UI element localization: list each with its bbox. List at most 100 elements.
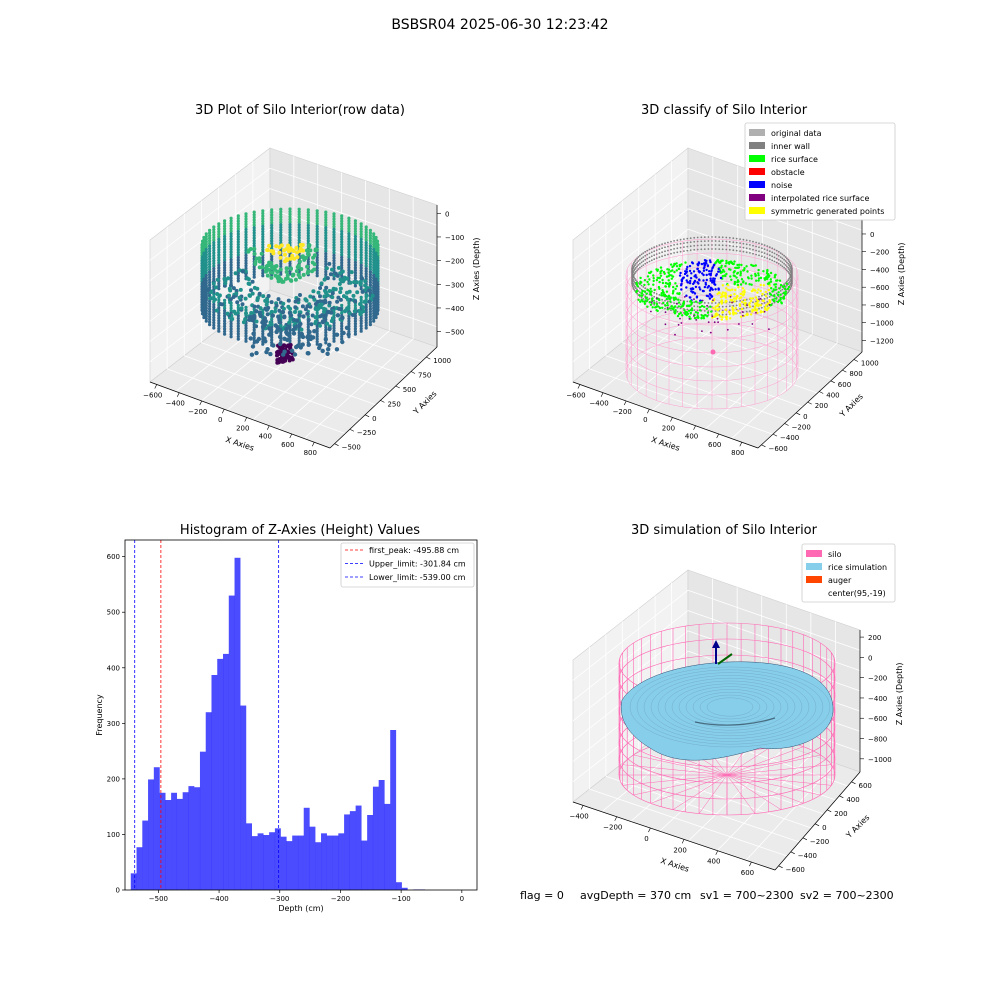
raw3d-data-point [372,271,376,275]
classify3d-data-point [687,309,691,312]
raw3d-data-point [208,312,212,316]
classify3d-inner-wall-point [714,236,717,238]
histogram-x-tick-label: −200 [331,895,350,903]
sim3d-x-tick-label: −200 [603,824,622,832]
raw3d-data-point [270,216,274,220]
raw3d-data-point [204,314,208,318]
classify3d-inner-wall-point [745,251,748,254]
classify3d-inner-wall-point [639,287,641,290]
figure-suptitle: BSBSR04 2025-06-30 12:23:42 [391,17,609,33]
classify3d-data-point [744,282,748,285]
histogram-bar [269,832,276,890]
raw3d-data-point [258,306,263,311]
raw3d-data-point [217,329,221,333]
raw3d-data-point [255,296,260,301]
raw3d-data-point [212,269,216,273]
classify3d-inner-wall-point [707,236,710,238]
sim3d-x-tick [580,805,584,810]
classify3d-inner-wall-point [718,306,721,308]
classify3d-data-point [720,300,724,303]
raw3d-data-point [223,234,227,239]
raw3d-data-point [244,235,248,239]
classify3d-data-point [653,288,656,292]
classify3d-data-point [637,298,640,301]
classify3d-inner-wall-point [696,244,699,247]
classify3d-data-point [672,285,675,289]
raw3d-data-point [359,258,363,262]
classify3d-floor-gridline [638,329,818,394]
classify3d-data-point [718,307,721,310]
raw3d-data-point [372,234,376,239]
raw3d-data-point [347,253,351,257]
raw3d-data-point [204,306,208,310]
classify3d-data-point [685,270,689,273]
raw3d-data-point [244,339,248,343]
classify3d-data-point [674,282,677,285]
raw3d-data-point [315,334,319,338]
raw3d-data-point [315,266,319,270]
raw3d-data-point [297,228,301,232]
classify3d-data-point [698,302,701,305]
raw3d-data-point [270,221,274,225]
raw3d-data-point [261,211,265,215]
raw3d-data-point [364,313,368,317]
classify3d-inner-wall-point [655,301,658,303]
classify3d-inner-wall-point [707,302,710,304]
classify3d-data-point [778,287,781,290]
raw3d-data-point [270,234,274,238]
classify3d-data-point [659,274,663,277]
classify3d-data-point [677,305,680,308]
classify3d-legend-label: original data [771,129,822,138]
raw3d-panel: −600−400−2000200400600800−500−2500250500… [143,147,481,457]
classify3d-data-point [702,273,705,277]
classify3d-data-point [705,307,709,310]
classify3d-data-point [686,274,689,277]
raw3d-data-point [244,324,248,328]
raw3d-data-point [332,214,336,218]
raw3d-data-point [208,236,212,240]
classify3d-inner-wall-point [679,250,682,253]
raw3d-data-point [295,250,300,255]
classify3d-inner-wall-point [775,249,778,252]
raw3d-data-point [244,331,248,335]
raw3d-data-point [284,344,289,349]
classify3d-data-point [645,300,648,303]
classify3d-inner-wall-point [707,240,710,242]
classify3d-data-point [667,279,670,282]
classify3d-inner-wall-point [788,260,790,263]
classify3d-data-point [647,283,650,286]
raw3d-data-point [236,319,240,323]
raw3d-data-point [368,283,372,287]
raw3d-data-point [324,246,328,251]
raw3d-data-point [337,282,342,286]
raw3d-data-point [270,229,274,233]
histogram-bar [176,798,183,890]
classify3d-y-tick-label: −200 [792,423,811,431]
classify3d-x-tick [693,425,696,430]
histogram-y-axis-label: Frequency [95,694,104,736]
classify3d-data-point [682,301,685,305]
classify3d-inner-wall-point [752,305,754,308]
raw3d-data-point [337,306,342,311]
sim3d-floor-spoke [633,754,728,776]
raw3d-data-point [359,250,363,254]
raw3d-data-point [209,296,214,301]
classify3d-inner-wall-point [648,260,651,263]
raw3d-data-point [288,256,293,261]
raw3d-data-point [279,225,283,229]
raw3d-data-point [340,339,345,345]
raw3d-data-point [273,309,278,314]
raw3d-data-point [316,306,321,311]
sim3d-floor-spoke [726,774,756,814]
raw3d-data-point [315,340,319,344]
classify3d-data-point [670,277,673,280]
raw3d-data-point [280,309,286,315]
classify3d-inner-wall-point [773,252,776,255]
raw3d-data-point [368,241,372,245]
classify3d-data-point [697,261,701,264]
raw3d-data-point [306,208,310,212]
classify3d-data-point [720,302,723,305]
classify3d-data-point [708,289,712,292]
classify3d-data-point [705,273,708,277]
raw3d-data-point [279,331,283,335]
